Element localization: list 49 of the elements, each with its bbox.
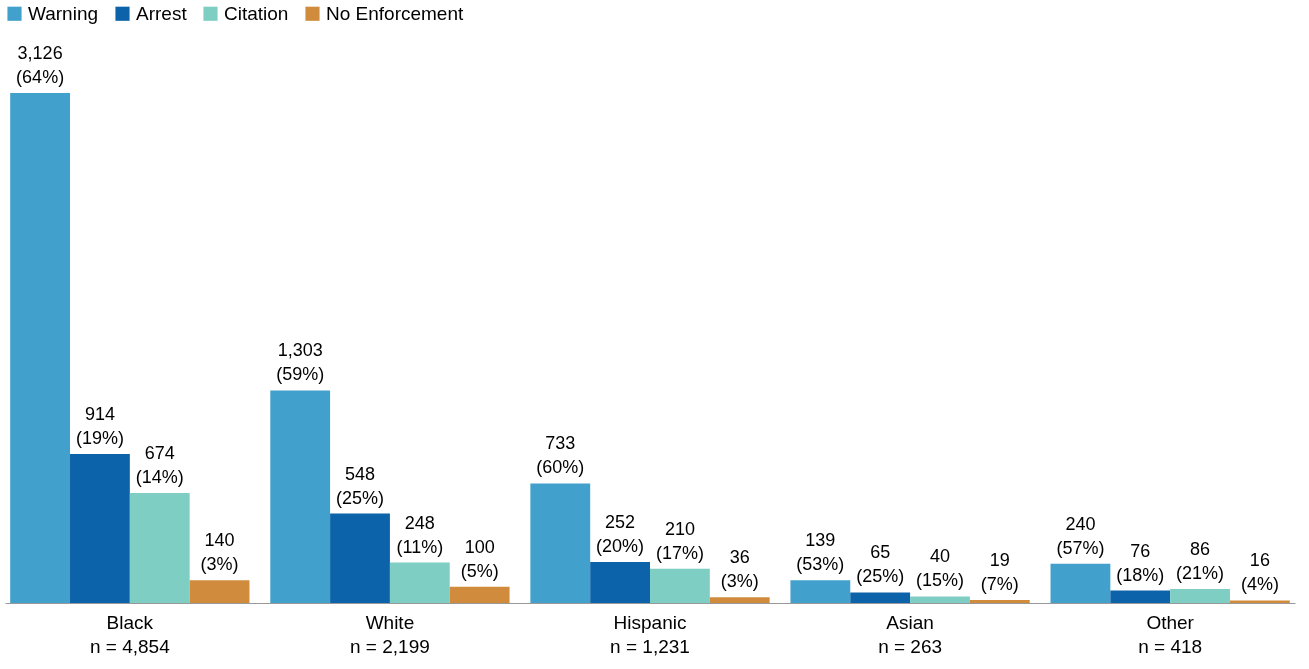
bar — [449, 586, 510, 603]
bar — [1170, 588, 1230, 603]
legend-label: Citation — [224, 2, 289, 24]
data-label: 100 (5%) — [460, 536, 499, 581]
legend-label: No Enforcement — [326, 2, 465, 24]
x-tick-label: Black n = 4,854 — [89, 611, 171, 657]
data-label: 40 (15%) — [915, 546, 964, 591]
bar — [129, 493, 190, 603]
bar — [590, 561, 650, 603]
bar — [850, 592, 911, 603]
bar — [1229, 600, 1290, 603]
bar — [1050, 563, 1111, 603]
data-label: 914 (19%) — [75, 403, 124, 448]
data-label: 240 (57%) — [1056, 513, 1105, 558]
data-label: 36 (3%) — [720, 547, 759, 592]
bar — [910, 596, 970, 603]
bar — [189, 580, 250, 603]
legend-label: Arrest — [136, 2, 188, 24]
x-tick-label: Other n = 418 — [1138, 611, 1203, 657]
x-tick-label: Hispanic n = 1,231 — [610, 611, 690, 657]
data-label: 140 (3%) — [200, 530, 239, 575]
data-label: 65 (25%) — [856, 542, 905, 587]
x-tick-label: White n = 2,199 — [350, 611, 430, 657]
data-label: 674 (14%) — [135, 443, 184, 488]
legend-label: Warning — [28, 2, 99, 24]
bar — [70, 453, 130, 603]
bar — [389, 562, 450, 603]
data-label: 16 (4%) — [1240, 550, 1279, 595]
bar — [10, 93, 71, 603]
bar — [330, 513, 390, 603]
data-label: 86 (21%) — [1176, 538, 1225, 583]
data-label: 548 (25%) — [336, 463, 385, 508]
x-tick-label: Asian n = 263 — [878, 611, 943, 657]
data-label: 248 (11%) — [396, 512, 444, 557]
data-label: 210 (17%) — [655, 518, 704, 563]
bar — [1110, 590, 1171, 603]
data-label: 733 (60%) — [536, 433, 585, 478]
bar — [270, 390, 331, 603]
data-label: 19 (7%) — [980, 549, 1019, 594]
bar — [650, 568, 710, 603]
bar — [709, 597, 770, 603]
bar — [530, 483, 591, 603]
bar — [790, 580, 851, 603]
data-label: 3,126 (64%) — [16, 43, 65, 88]
data-label: 252 (20%) — [596, 511, 645, 556]
data-label: 139 (53%) — [796, 530, 845, 575]
bar — [969, 599, 1030, 603]
data-label: 76 (18%) — [1116, 540, 1165, 585]
data-label: 1,303 (59%) — [276, 340, 325, 385]
